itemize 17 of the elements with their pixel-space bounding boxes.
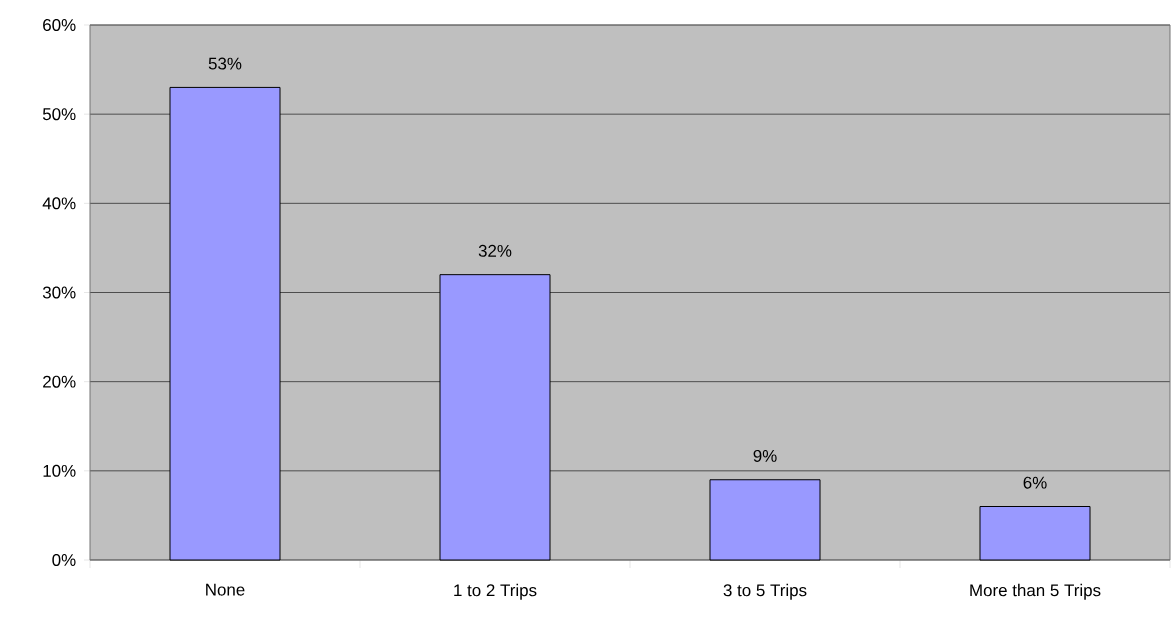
data-label: 6% [1023, 476, 1047, 489]
y-tick-label: 30% [42, 286, 76, 299]
data-label: 32% [478, 244, 512, 257]
x-tick-label: None [206, 583, 245, 596]
x-tick-label: More than 5 Trips [970, 583, 1101, 600]
bar [979, 506, 1091, 561]
x-tick-label: 3 to 5 Trips [723, 583, 807, 600]
bar [709, 479, 821, 561]
y-tick-label: 60% [43, 19, 76, 31]
y-tick-label: 40% [42, 197, 76, 210]
x-tick-label: 1 to 2 Trips [454, 583, 537, 600]
y-tick-label: 0% [52, 554, 76, 566]
y-tick-label: 20% [43, 375, 76, 388]
data-label: 53% [208, 57, 242, 70]
y-tick-label: 50% [42, 108, 76, 121]
y-tick-label: 10% [43, 464, 76, 477]
data-label: 9% [753, 449, 777, 462]
